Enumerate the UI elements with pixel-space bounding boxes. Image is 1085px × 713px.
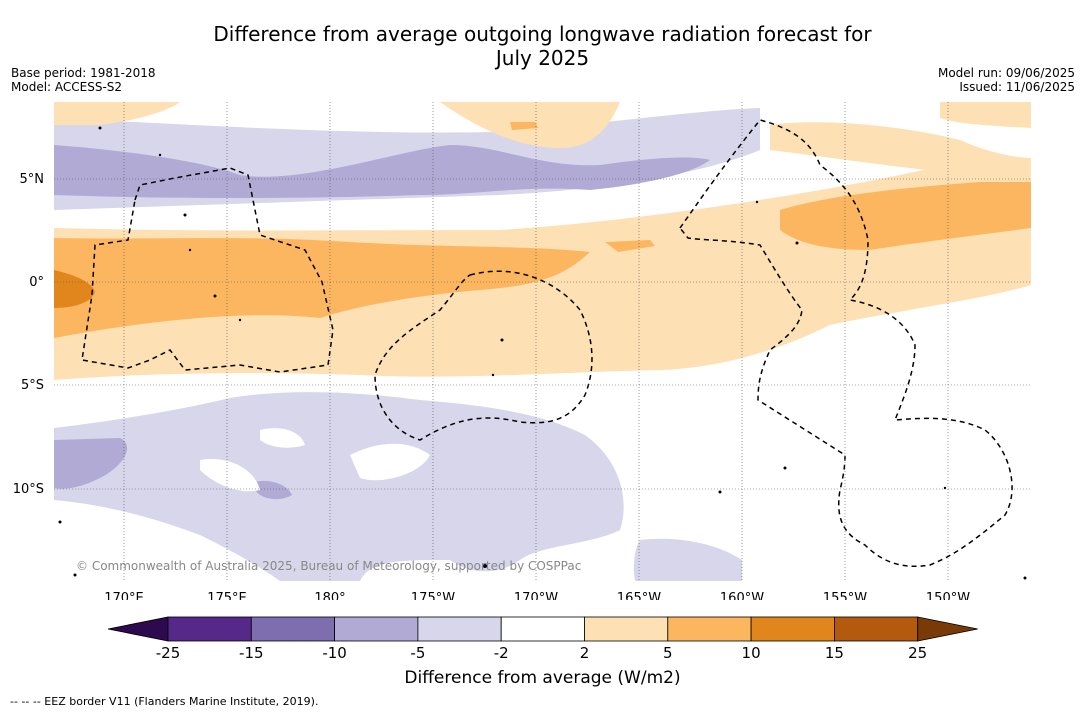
- colorbar: -25 -15 -10 -5 -2 2 5 10 15 25: [107, 616, 978, 662]
- hole-2: [200, 459, 260, 492]
- eez-footnote: -- -- -- EEZ border V11 (Flanders Marine…: [10, 695, 319, 708]
- lon-label-180: 180°: [314, 591, 345, 600]
- band-equatorial-medium: [54, 238, 590, 338]
- issued-text: Issued: 11/06/2025: [959, 80, 1075, 94]
- colorbar-tick-label: 5: [663, 644, 673, 662]
- colorbar-swatch: [334, 616, 419, 642]
- colorbar-ticks: -25 -15 -10 -5 -2 2 5 10 15 25: [156, 644, 927, 662]
- eez-borders: [81, 119, 1013, 567]
- model-run-info: Model run: 09/06/2025 Issued: 11/06/2025: [938, 66, 1075, 94]
- band-south-light: [54, 392, 624, 581]
- lat-label-0: 0°: [29, 275, 44, 290]
- base-period-text: Base period: 1981-2018: [11, 66, 156, 80]
- patch-top-small: [510, 122, 538, 130]
- colorbar-swatch: [834, 616, 919, 642]
- band-east-medium: [780, 182, 1031, 250]
- colorbar-extend-low: [107, 616, 169, 642]
- patch-mid-small: [605, 240, 655, 252]
- lat-label-5s: 5°S: [21, 378, 44, 393]
- colorbar-swatch: [750, 616, 835, 642]
- lon-label-170w: 170°W: [514, 591, 558, 600]
- colorbar-tick-label: 15: [825, 644, 844, 662]
- olr-anomaly-map: 5°N 0° 5°S 10°S 170°E 175°E 180° 175°W 1…: [13, 102, 1031, 600]
- lon-label-170e: 170°E: [104, 591, 144, 600]
- lat-label-10s: 10°S: [13, 482, 44, 497]
- model-run-text: Model run: 09/06/2025: [937, 66, 1075, 80]
- hole-3: [260, 428, 305, 448]
- colorbar-extend-high: [917, 616, 978, 642]
- colorbar-tick-label: 10: [742, 644, 761, 662]
- colorbar-swatch: [417, 616, 502, 642]
- colorbar-swatch: [250, 616, 336, 642]
- lon-label-165w: 165°W: [617, 591, 661, 600]
- model-text: Model: ACCESS-S2: [11, 80, 123, 94]
- colorbar-tick-label: -10: [322, 644, 347, 662]
- base-period-info: Base period: 1981-2018 Model: ACCESS-S2: [11, 66, 156, 94]
- colorbar-title: Difference from average (W/m2): [404, 668, 681, 688]
- copyright-text: © Commonwealth of Australia 2025, Bureau…: [76, 559, 581, 573]
- band-north-purple: [54, 145, 710, 199]
- colorbar-tick-label: -25: [156, 644, 181, 662]
- lon-label-175w: 175°W: [411, 591, 455, 600]
- patch-top-right: [940, 102, 1031, 128]
- patch-south-purple-left: [54, 438, 128, 489]
- map-gridlines: [54, 102, 1031, 581]
- islands: [58, 126, 1027, 580]
- colorbar-swatch: [500, 616, 585, 642]
- patch-west-dark: [54, 270, 95, 308]
- colorbar-tick-label: -15: [239, 644, 264, 662]
- lat-label-5n: 5°N: [20, 172, 45, 187]
- colorbar-tick-label: 25: [908, 644, 927, 662]
- map-title: Difference from average outgoing longwav…: [0, 22, 1085, 70]
- colorbar-tick-label: 2: [580, 644, 590, 662]
- lon-label-155w: 155°W: [823, 591, 867, 600]
- hole-1: [350, 443, 430, 481]
- colorbar-swatch: [167, 616, 252, 642]
- lon-label-175e: 175°E: [207, 591, 247, 600]
- colorbar-tick-label: -5: [410, 644, 425, 662]
- colorbar-tick-label: -2: [494, 644, 509, 662]
- patch-south-light-right: [633, 538, 742, 581]
- colorbar-swatch: [667, 616, 752, 642]
- title-line-2: July 2025: [495, 46, 590, 70]
- colorbar-swatches: [107, 616, 978, 642]
- colorbar-swatch: [584, 616, 669, 642]
- lon-label-150w: 150°W: [926, 591, 970, 600]
- patch-south-purple-small: [255, 480, 292, 500]
- patch-top-left: [54, 102, 180, 125]
- contour-fills: [54, 102, 1031, 581]
- title-line-1: Difference from average outgoing longwav…: [213, 22, 872, 46]
- lon-label-160w: 160°W: [720, 591, 764, 600]
